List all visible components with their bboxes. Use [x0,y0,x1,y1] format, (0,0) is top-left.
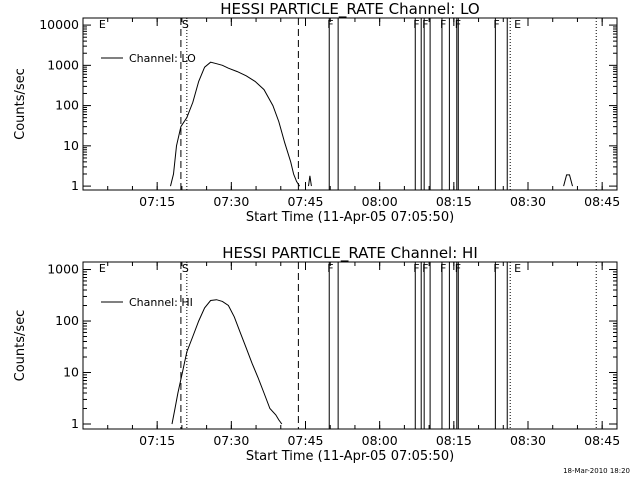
flag-interval [441,261,450,430]
flag-label: F [413,18,419,31]
y-tick-label: 100 [55,313,79,328]
chart-lo-panel: HESSI PARTICLE_RATE Channel: LO 07:15 07:3… [13,0,620,225]
flag-label: F [327,262,333,275]
flag-interval [494,17,508,191]
x-tick-label: 07:30 [213,433,249,448]
legend-label: Channel: LO [129,52,196,65]
x-tick-label: 08:45 [584,433,620,448]
flag-label: F [455,18,461,31]
y-axis-label: Counts/sec [13,68,28,140]
flag-label: F [327,18,333,31]
y-tick-label: 100 [55,98,79,113]
legend-label: Channel: HI [129,296,193,309]
flag-label: F [493,262,499,275]
y-tick-label: 1000 [47,57,79,72]
flag-interval [423,261,431,430]
flag-interval [456,17,459,191]
plot-frame [82,17,618,191]
flag-interval [328,261,339,430]
flag-label: F [440,18,446,31]
event-marker-label: E [99,18,106,31]
flag-interval [494,261,508,430]
flag-interval [456,261,459,430]
noise-blip [563,174,573,187]
flag-label: F [422,18,428,31]
flag-label: E [514,262,521,275]
x-tick-label: 08:45 [584,194,620,209]
x-tick-label: 08:15 [436,433,472,448]
x-axis-label: Start Time (11-Apr-05 07:05:50) [246,210,454,225]
flag-label: F [440,262,446,275]
x-tick-label: 07:45 [287,433,323,448]
plot-frame [82,261,618,430]
x-axis-label: Start Time (11-Apr-05 07:05:50) [246,449,454,464]
flag-label: F [413,262,419,275]
x-tick-label: 08:15 [436,194,472,209]
flag-interval [423,17,431,191]
x-tick-label: 07:45 [287,194,323,209]
flag-label: F [493,18,499,31]
flag-interval [328,17,339,191]
chart-title: HESSI PARTICLE_RATE Channel: LO [220,0,479,19]
flag-label: F [455,262,461,275]
flag-label: E [514,18,521,31]
flag-interval [414,17,422,191]
x-tick-label: 08:30 [510,194,546,209]
flag-interval [441,17,450,191]
event-marker-label: E [99,262,106,275]
x-tick-label: 07:15 [139,194,175,209]
y-tick-label: 1 [71,178,79,193]
y-axis-label: Counts/sec [13,310,28,382]
event-marker-label: S [182,262,189,275]
chart-title: HESSI PARTICLE_RATE Channel: HI [222,244,478,263]
y-tick-label: 10000 [39,17,79,32]
x-tick-label: 08:00 [362,433,398,448]
x-tick-label: 08:00 [362,194,398,209]
y-tick-label: 1000 [47,262,79,277]
x-tick-label: 08:30 [510,433,546,448]
flag-label: F [422,262,428,275]
x-tick-label: 07:30 [213,194,249,209]
y-tick-label: 10 [63,365,79,380]
footer-timestamp: 18-Mar-2010 18:20 [563,467,630,475]
flag-interval [414,261,422,430]
y-tick-label: 10 [63,138,79,153]
series-line [170,61,301,187]
chart-hi-panel: HESSI PARTICLE_RATE Channel: HI 07:15 07:3… [13,244,620,464]
noise-blip [308,175,312,187]
x-tick-label: 07:15 [139,433,175,448]
event-marker-label: S [182,18,189,31]
series-line [171,299,283,425]
y-tick-label: 1 [71,416,79,431]
